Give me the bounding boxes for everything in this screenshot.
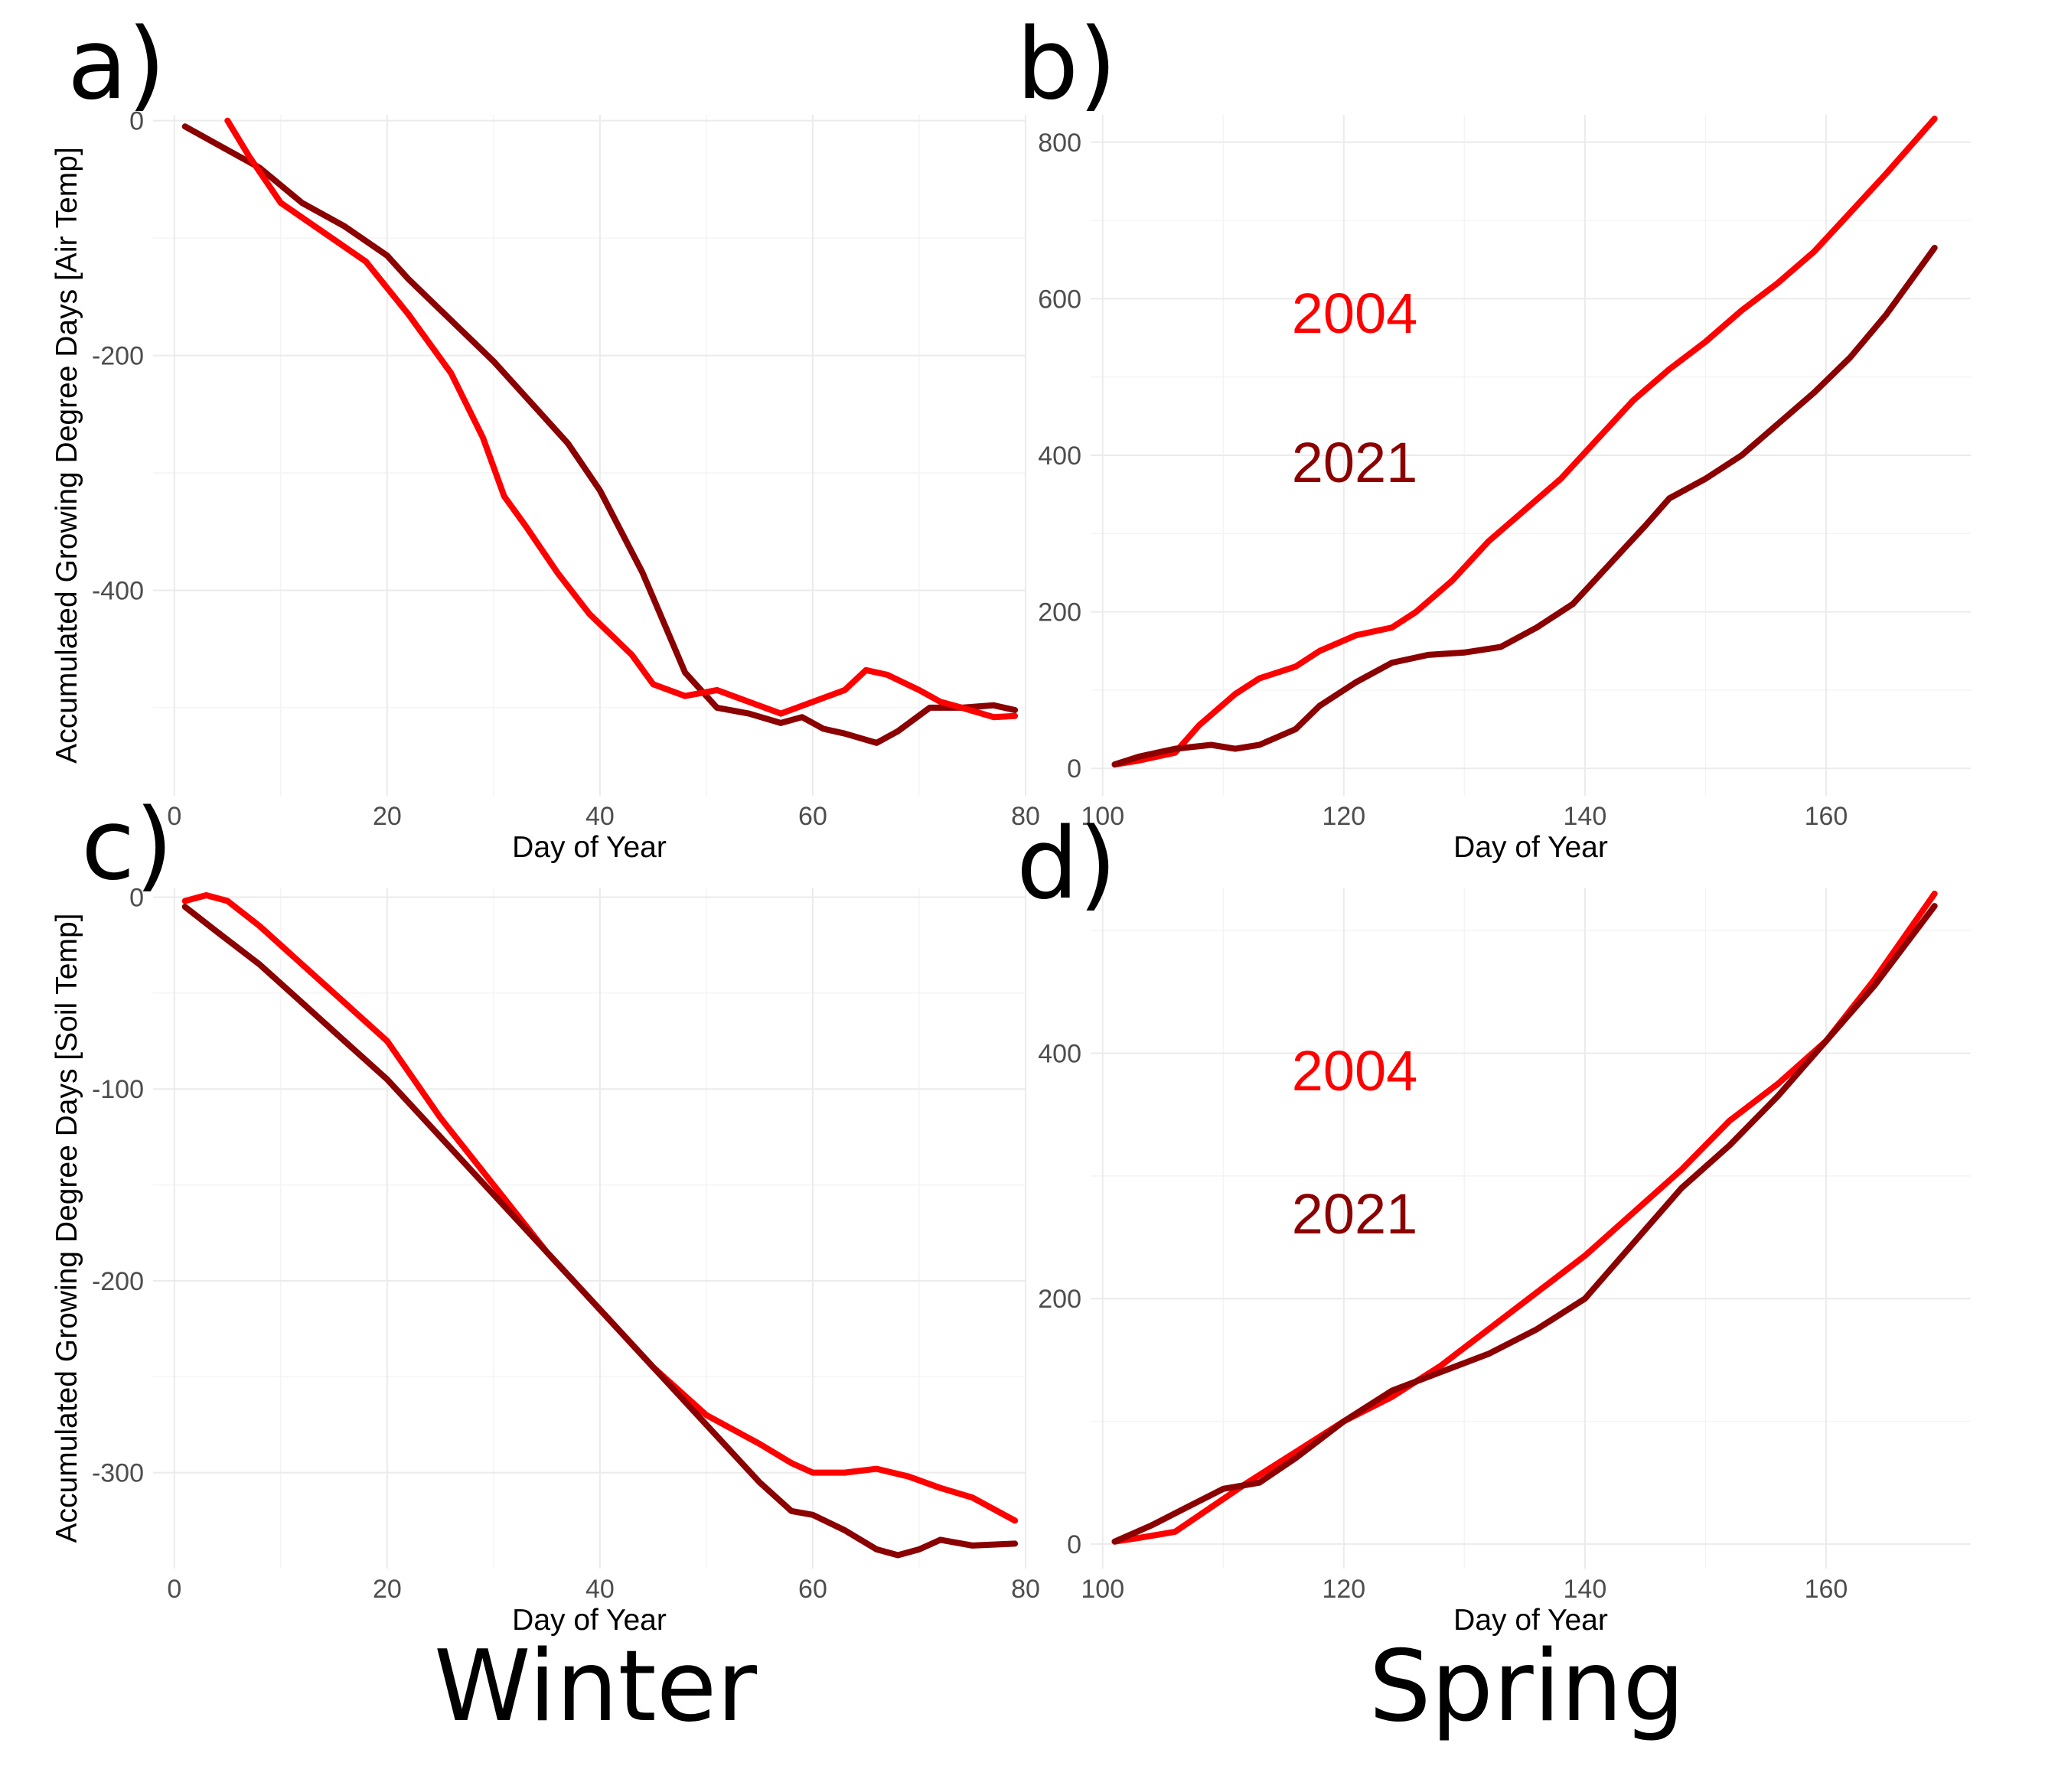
x-tick-label: 160 [1805, 802, 1848, 831]
x-tick-label: 60 [798, 1575, 827, 1604]
series-line-2021 [1111, 903, 1938, 1545]
series-line-2004 [1111, 891, 1938, 1545]
x-axis-title: Day of Year [1453, 1604, 1608, 1637]
panel-c-plot: 0 20 40 60 80 0 -100 -200 -300 Day of Year Accumul… [51, 884, 1040, 1637]
x-tick-label: 120 [1322, 802, 1365, 831]
panel-letter-c: c) [81, 788, 173, 902]
y-tick-label: -200 [92, 342, 144, 371]
y-tick-label: -100 [92, 1075, 144, 1104]
y-tick-label: 600 [1038, 285, 1081, 314]
x-tick-label: 120 [1322, 1575, 1365, 1604]
season-label-spring: Spring [1368, 1630, 1685, 1744]
y-tick-label: 400 [1038, 441, 1081, 471]
y-tick-label: 0 [129, 107, 144, 136]
annotation-year-2021: 2021 [1292, 431, 1418, 494]
x-tick-label: 80 [1011, 802, 1040, 831]
season-label-winter: Winter [434, 1630, 757, 1744]
y-tick-label: 0 [1067, 754, 1081, 784]
x-tick-label: 60 [798, 802, 827, 831]
x-tick-label: 140 [1564, 802, 1607, 831]
x-axis-title: Day of Year [512, 1604, 667, 1637]
panel-letter-a: a) [67, 8, 165, 122]
x-tick-label: 100 [1081, 802, 1124, 831]
x-tick-label: 100 [1081, 1575, 1124, 1604]
panel-letter-d: d) [1016, 807, 1117, 921]
series-line-2021 [181, 123, 1019, 746]
x-tick-label: 20 [373, 1575, 402, 1604]
y-tick-label: -300 [92, 1459, 144, 1488]
series-line-2021 [181, 904, 1019, 1559]
y-tick-label: 0 [1067, 1530, 1081, 1559]
panel-a-plot: 0 20 40 60 80 0 -200 -400 Day of Year Accumulated… [51, 107, 1040, 864]
panel-b-plot: 100 120 140 160 0 200 400 600 800 Day of Year 2004… [1038, 115, 1971, 864]
x-tick-label: 160 [1805, 1575, 1848, 1604]
x-tick-label: 0 [167, 1575, 181, 1604]
y-tick-label: 400 [1038, 1039, 1081, 1068]
y-axis-title: Accumulated Growing Degree Days [Soil Te… [51, 914, 83, 1543]
y-tick-label: 200 [1038, 598, 1081, 627]
y-tick-label: 0 [129, 884, 144, 913]
annotation-year-2004: 2004 [1292, 282, 1418, 345]
x-tick-label: 20 [373, 802, 402, 831]
panel-letter-b: b) [1016, 8, 1117, 122]
y-axis-title: Accumulated Growing Degree Days [Air Tem… [51, 147, 83, 764]
x-tick-label: 40 [585, 1575, 615, 1604]
panel-d-plot: 100 120 140 160 0 200 400 Day of Year 2004 2021 [1038, 888, 1971, 1637]
x-tick-label: 0 [167, 802, 181, 831]
x-axis-title: Day of Year [512, 831, 667, 864]
x-axis-title: Day of Year [1453, 831, 1608, 864]
y-tick-label: 200 [1038, 1285, 1081, 1314]
annotation-year-2004: 2004 [1292, 1039, 1418, 1103]
x-tick-label: 80 [1011, 1575, 1040, 1604]
x-tick-label: 40 [585, 802, 615, 831]
y-tick-label: -400 [92, 576, 144, 605]
y-tick-label: -200 [92, 1267, 144, 1296]
x-tick-label: 140 [1564, 1575, 1607, 1604]
series-line-2004 [1111, 116, 1938, 768]
series-line-2004 [224, 117, 1019, 721]
y-tick-label: 800 [1038, 129, 1081, 158]
series-line-2021 [1111, 244, 1938, 768]
annotation-year-2021: 2021 [1292, 1182, 1418, 1246]
